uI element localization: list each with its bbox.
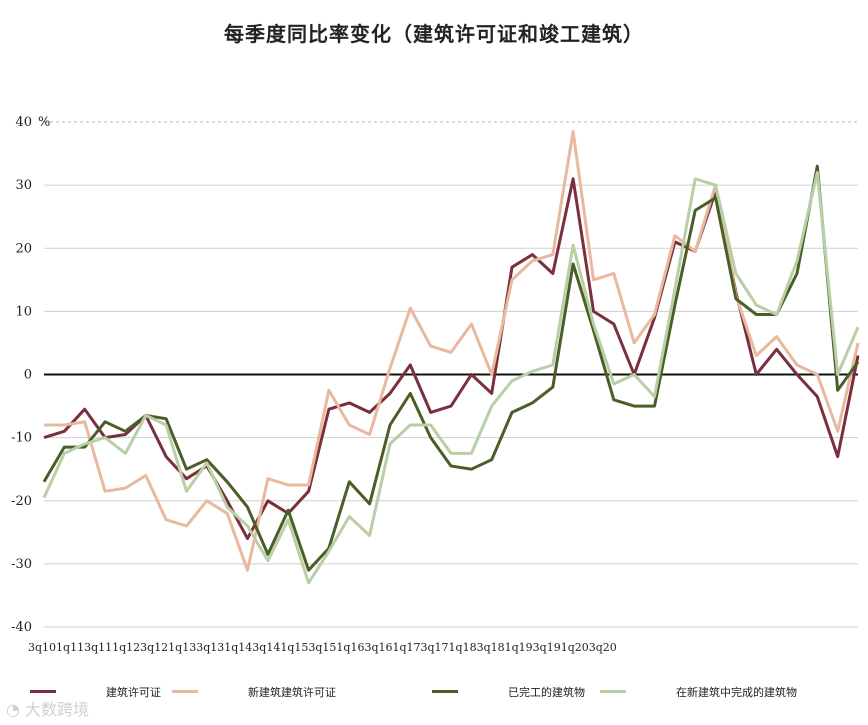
series-line-1	[44, 130, 860, 572]
legend-label: 新建筑建筑许可证	[248, 686, 336, 699]
legend-swatch	[30, 690, 56, 693]
axis-layer: -40 -30 -20 -10 0 10 20 30 40%	[11, 115, 858, 635]
series-line-3	[42, 171, 860, 585]
y-tick-label: -20	[11, 494, 32, 509]
watermark: ◔ 大数跨境	[6, 700, 90, 719]
grid-layer	[44, 121, 858, 628]
y-tick-label: 40	[15, 115, 32, 130]
y-tick-label: -40	[11, 620, 32, 635]
y-tick-label: 30	[15, 178, 32, 193]
series-line-2	[42, 164, 860, 572]
legend-label: 建筑许可证	[106, 686, 161, 699]
chart-title: 每季度同比率变化（建筑许可证和竣工建筑）	[224, 22, 644, 46]
legend-swatch	[172, 690, 198, 693]
y-tick-label: 20	[15, 241, 32, 256]
y-tick-label: -10	[11, 431, 32, 446]
y-tick-label: -30	[11, 557, 32, 572]
legend-swatch	[432, 690, 458, 693]
series-line-0	[43, 177, 860, 541]
y-axis-label: %	[38, 115, 50, 130]
legend-swatch	[600, 690, 626, 693]
legend-label: 在新建筑中完成的建筑物	[676, 686, 797, 699]
x-tick-labels: 3q101q113q111q123q121q133q131q143q141q15…	[28, 641, 617, 654]
y-tick-label: 0	[24, 368, 32, 383]
series-layer	[42, 130, 860, 585]
y-tick-label: 10	[15, 304, 32, 319]
legend-label: 已完工的建筑物	[508, 686, 585, 699]
